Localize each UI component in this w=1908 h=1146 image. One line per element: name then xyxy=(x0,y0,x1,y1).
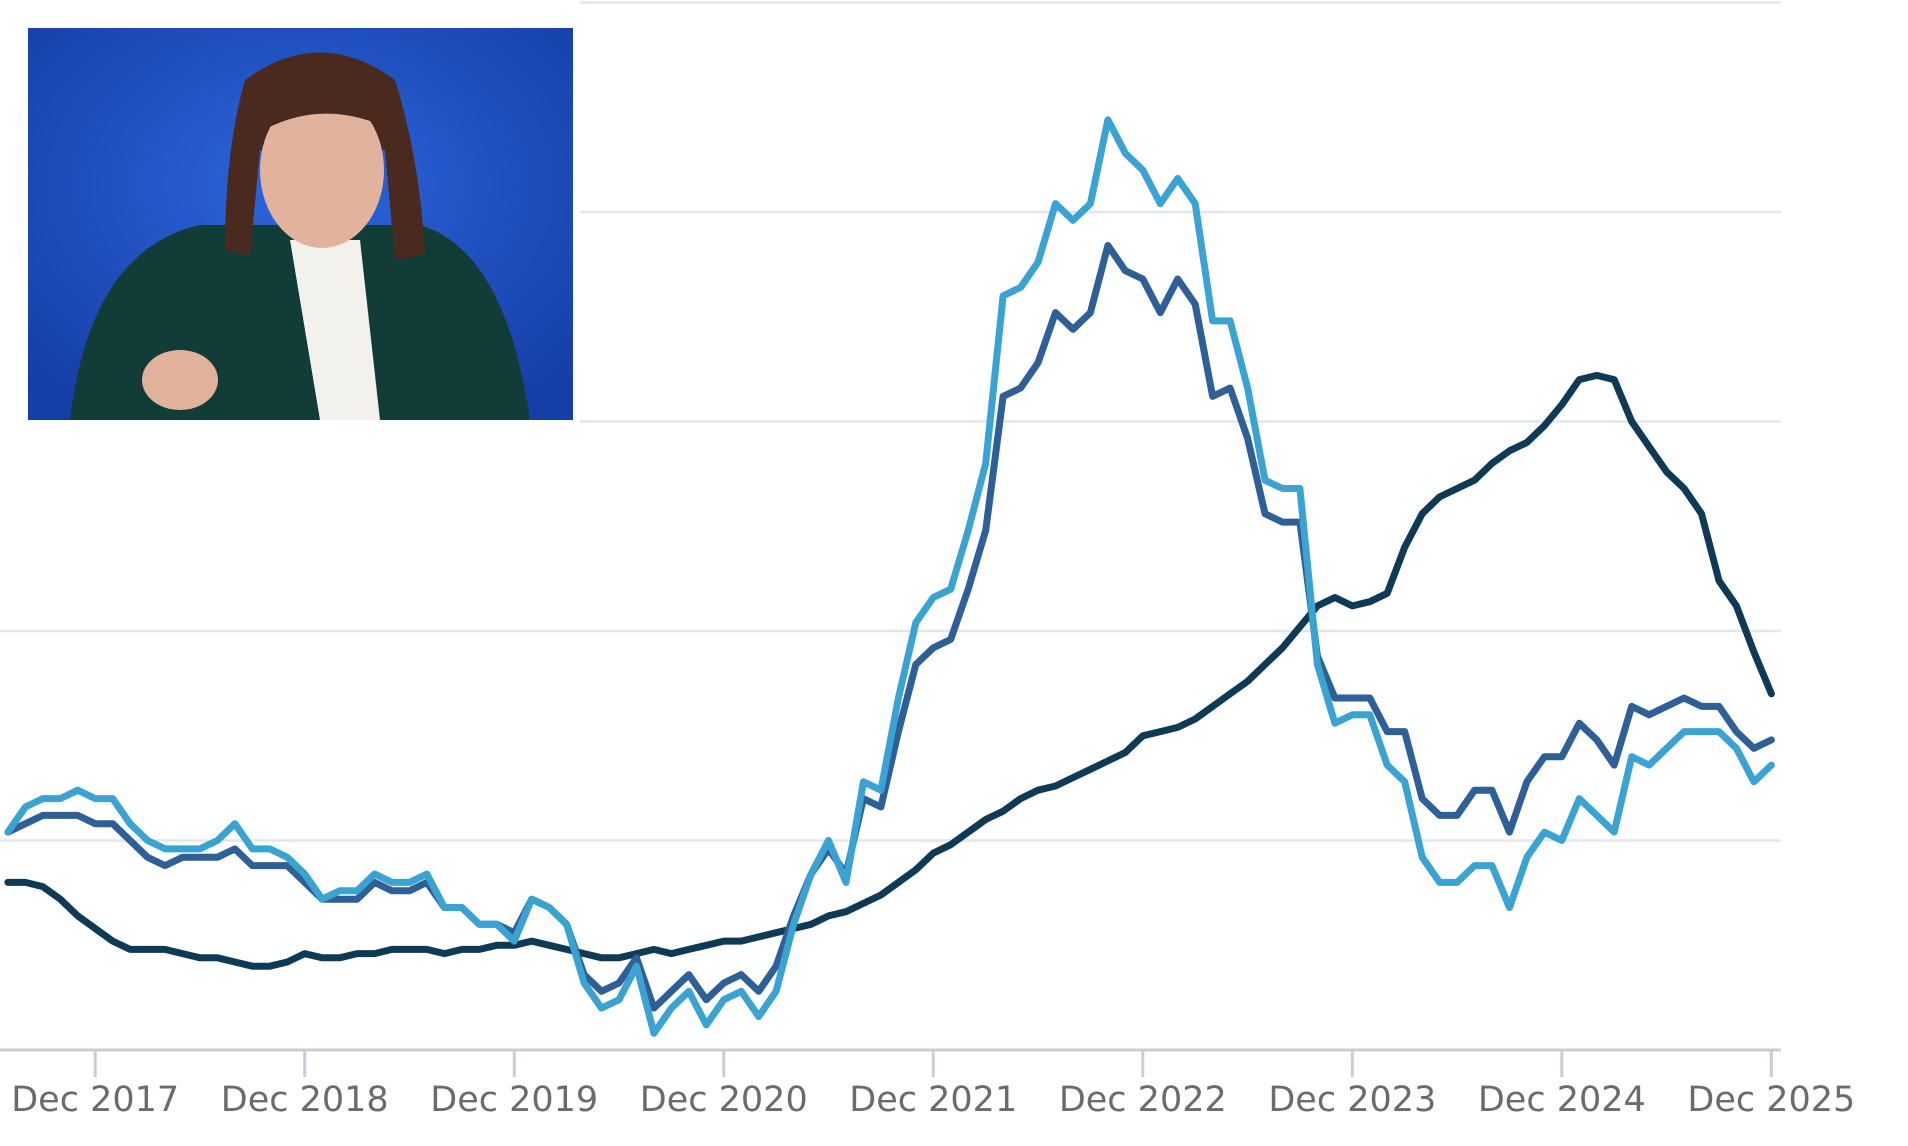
x-tick-label: Dec 2019 xyxy=(430,1080,598,1120)
x-tick-label: Dec 2023 xyxy=(1268,1080,1436,1120)
series-line xyxy=(4,371,1775,970)
lines xyxy=(4,116,1775,1037)
x-tick-label: Dec 2017 xyxy=(11,1080,179,1120)
x-tick-label: Dec 2018 xyxy=(221,1080,389,1120)
series-line xyxy=(4,242,1775,1012)
series-line xyxy=(4,116,1775,1037)
photo-inset xyxy=(0,0,580,428)
x-tick-label: Dec 2021 xyxy=(849,1080,1017,1120)
photo-blouse xyxy=(290,240,380,420)
photo-face xyxy=(260,92,384,248)
x-tick-label: Dec 2022 xyxy=(1059,1080,1227,1120)
photo-fringe xyxy=(255,77,392,135)
x-tick-label: Dec 2020 xyxy=(640,1080,808,1120)
x-tick-label: Dec 2025 xyxy=(1687,1080,1855,1120)
photo-hand xyxy=(142,350,218,410)
x-tick-label: Dec 2024 xyxy=(1478,1080,1646,1120)
